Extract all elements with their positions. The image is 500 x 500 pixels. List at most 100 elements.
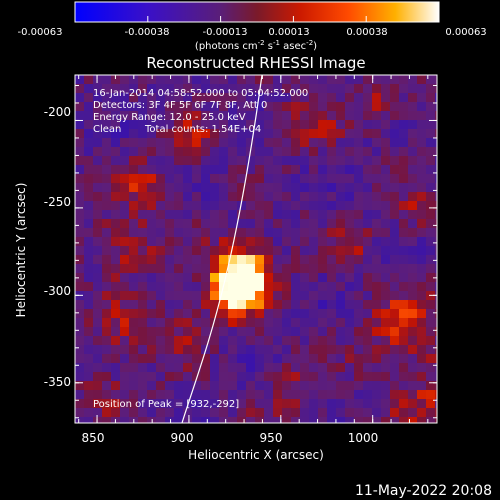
heatmap-cell (93, 192, 103, 202)
heatmap-cell (210, 174, 220, 184)
heatmap-cell (246, 129, 256, 139)
heatmap-cell (84, 75, 94, 85)
heatmap-cell (228, 381, 238, 391)
heatmap-cell (282, 201, 292, 211)
heatmap-cell (147, 273, 157, 283)
heatmap-cell (336, 300, 346, 310)
heatmap-cell (264, 309, 274, 319)
heatmap-cell (345, 264, 355, 274)
heatmap-cell (390, 75, 400, 85)
heatmap-cell (381, 345, 391, 355)
colorbar-tick-label: -0.00063 (18, 27, 63, 38)
heatmap-cell (75, 408, 85, 418)
heatmap-cell (228, 156, 238, 166)
heatmap-cell (174, 327, 184, 337)
heatmap-cell (237, 75, 247, 85)
heatmap-cell (147, 264, 157, 274)
heatmap-cell (183, 246, 193, 256)
heatmap-cell (156, 129, 166, 139)
heatmap-cell (399, 408, 409, 418)
heatmap-cell (120, 138, 130, 148)
heatmap-cell (426, 336, 436, 346)
heatmap-cell (192, 381, 202, 391)
heatmap-cell (156, 390, 166, 400)
heatmap-cell (264, 390, 274, 400)
heatmap-cell (291, 174, 301, 184)
heatmap-cell (273, 192, 283, 202)
colorbar-tick-label: -0.00038 (125, 27, 170, 38)
heatmap-cell (156, 399, 166, 409)
heatmap-cell (219, 147, 229, 157)
heatmap-cell (138, 408, 148, 418)
heatmap-cell (336, 363, 346, 373)
heatmap-cell (354, 111, 364, 121)
heatmap-cell (354, 282, 364, 292)
heatmap-cell (318, 345, 328, 355)
heatmap-cell (336, 381, 346, 391)
heatmap-cell (417, 156, 427, 166)
heatmap-cell (174, 309, 184, 319)
heatmap-cell (435, 138, 437, 148)
heatmap-cell (129, 228, 139, 238)
heatmap-cell (183, 156, 193, 166)
heatmap-cell (408, 246, 418, 256)
heatmap-cell (309, 282, 319, 292)
heatmap-cell (354, 156, 364, 166)
heatmap-cell (129, 372, 139, 382)
heatmap-cell (120, 345, 130, 355)
heatmap-cell (372, 174, 382, 184)
axes (75, 75, 437, 423)
heatmap-cell (102, 228, 112, 238)
heatmap-cell (417, 309, 427, 319)
heatmap-cell (264, 219, 274, 229)
heatmap-cell (426, 408, 436, 418)
heatmap-cell (183, 309, 193, 319)
heatmap-cell (129, 327, 139, 337)
heatmap-cell (237, 246, 247, 256)
heatmap-cell (363, 219, 373, 229)
heatmap-cell (102, 345, 112, 355)
heatmap-cell (282, 192, 292, 202)
heatmap-cell (219, 381, 229, 391)
heatmap-cell (273, 219, 283, 229)
heatmap-cell (426, 75, 436, 85)
heatmap-cell (300, 372, 310, 382)
heatmap-cell (192, 183, 202, 193)
heatmap-cell (102, 84, 112, 94)
heatmap-cell (273, 381, 283, 391)
heatmap-cell (408, 93, 418, 103)
heatmap-cell (75, 237, 85, 247)
heatmap-cell (192, 210, 202, 220)
heatmap-cell (93, 156, 103, 166)
annotation-method: Clean (93, 124, 121, 135)
heatmap-cell (183, 255, 193, 265)
heatmap-cell (237, 165, 247, 175)
heatmap-cell (219, 354, 229, 364)
heatmap-cell (165, 363, 175, 373)
heatmap-cell (291, 165, 301, 175)
heatmap-cell (210, 408, 220, 418)
heatmap-cell (75, 219, 85, 229)
heatmap-cell (210, 165, 220, 175)
heatmap-cell (129, 84, 139, 94)
heatmap-cell (84, 327, 94, 337)
heatmap-cell (282, 255, 292, 265)
heatmap-cell (264, 246, 274, 256)
heatmap-cell (75, 282, 85, 292)
heatmap-cell (147, 219, 157, 229)
heatmap-cell (174, 291, 184, 301)
heatmap-cell (219, 255, 229, 265)
heatmap-cell (363, 381, 373, 391)
heatmap-cell (300, 129, 310, 139)
heatmap-cell (399, 399, 409, 409)
heatmap-cell (201, 201, 211, 211)
heatmap-cell (210, 102, 220, 112)
heatmap-cell (93, 363, 103, 373)
heatmap-cell (336, 201, 346, 211)
heatmap-cell (318, 282, 328, 292)
heatmap-cell (219, 399, 229, 409)
heatmap-cell (201, 300, 211, 310)
heatmap-cell (156, 93, 166, 103)
heatmap-cell (435, 327, 437, 337)
heatmap-cell (93, 372, 103, 382)
